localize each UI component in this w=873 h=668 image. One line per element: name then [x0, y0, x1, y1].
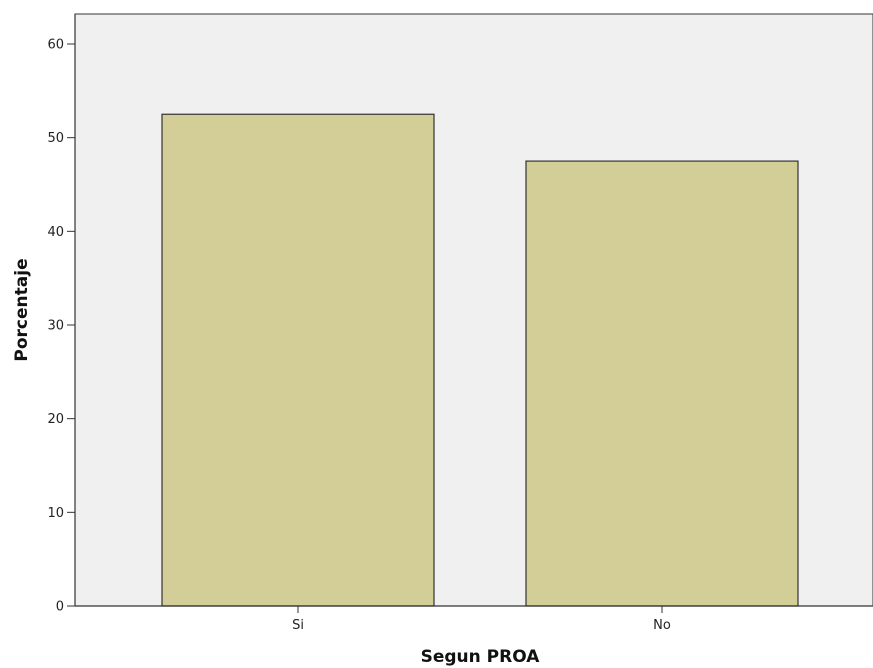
y-tick-label: 40: [47, 225, 64, 240]
x-tick-label: No: [653, 618, 671, 633]
x-axis: Si No: [75, 605, 873, 633]
y-tick-label: 10: [47, 506, 64, 521]
y-axis: 0 10 20 30 40 50 60: [47, 14, 76, 615]
x-tick-label: Si: [292, 618, 304, 633]
bar-no: [525, 160, 799, 607]
y-tick-label: 0: [56, 600, 64, 615]
y-tick-label: 30: [47, 319, 64, 334]
x-axis-title: Segun PROA: [421, 647, 541, 667]
y-axis-title: Porcentaje: [12, 258, 32, 361]
y-tick-label: 20: [47, 412, 64, 427]
bars-group: [161, 113, 799, 607]
bar-si: [161, 113, 435, 607]
y-tick-label: 50: [47, 131, 64, 146]
y-tick-label: 60: [47, 38, 64, 53]
